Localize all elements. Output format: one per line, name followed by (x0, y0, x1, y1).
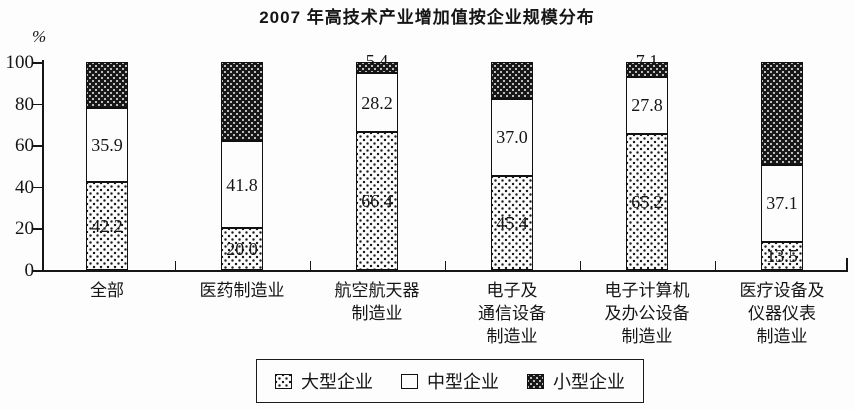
category-label-line: 制造业 (351, 304, 403, 323)
y-tick-label: 80 (15, 93, 34, 115)
legend-swatch-light-dots (275, 373, 292, 389)
category-label: 医疗设备及仪器仪表制造业 (712, 279, 852, 348)
bar-segment-dark-dots (761, 62, 803, 165)
legend-label: 中型企业 (427, 372, 499, 392)
bar-segment-white: 41.8 (221, 141, 263, 229)
category-label: 电子及通信设备制造业 (442, 279, 582, 348)
category-label: 全部 (37, 279, 177, 302)
x-tick-mark (714, 261, 716, 270)
y-tick-mark (33, 62, 42, 64)
bar-segment-dark-dots (221, 62, 263, 142)
category-label-line: 通信设备 (478, 304, 546, 323)
category-label-line: 及办公设备 (604, 304, 690, 323)
category-label-line: 仪器仪表 (748, 304, 816, 323)
category-label-line: 制造业 (486, 327, 538, 346)
category-label-line: 航空航天器 (334, 281, 420, 300)
segment-value-label: 20.0 (226, 239, 258, 260)
segment-value-label: 35.9 (91, 134, 123, 155)
legend-label: 大型企业 (301, 372, 373, 392)
segment-value-label: 45.4 (496, 212, 528, 233)
bar-segment-light-dots: 65.2 (626, 134, 668, 270)
bar-segment-light-dots: 13.5 (761, 241, 803, 270)
x-tick-mark (174, 261, 176, 270)
bar-segment-light-dots: 45.4 (491, 175, 533, 270)
bar-segment-white: 35.9 (86, 107, 128, 183)
y-axis-unit-label: % (32, 27, 47, 46)
bar-segment-white: 28.2 (356, 73, 398, 132)
category-label: 电子计算机及办公设备制造业 (577, 279, 717, 348)
y-axis (42, 60, 44, 270)
category-label-line: 电子计算机 (604, 281, 690, 300)
category-label-line: 医药制造业 (199, 281, 285, 300)
category-label-line: 制造业 (756, 327, 808, 346)
y-tick-label: 20 (15, 218, 34, 240)
bar-segment-light-dots: 66.4 (356, 131, 398, 270)
segment-value-label: 37.1 (766, 193, 798, 214)
legend-item-light-dots: 大型企业 (275, 368, 373, 394)
segment-value-label: 66.4 (361, 190, 393, 211)
category-label-line: 全部 (90, 281, 124, 300)
y-tick-mark (33, 103, 42, 106)
segment-value-label: 42.2 (91, 216, 123, 237)
y-tick-mark (33, 270, 42, 272)
x-axis (42, 270, 848, 272)
category-label-line: 电子及 (486, 281, 538, 300)
category-label-line: 制造业 (621, 327, 673, 346)
y-tick-mark (33, 228, 42, 230)
x-tick-mark (309, 261, 311, 270)
segment-value-label: 65.2 (631, 192, 663, 213)
segment-value-label: 28.2 (361, 92, 393, 113)
chart-title: 2007 年高技术产业增加值按企业规模分布 (259, 8, 595, 27)
legend-item-white: 中型企业 (401, 368, 499, 394)
y-tick-mark (33, 145, 42, 147)
bar-segment-white: 37.1 (761, 164, 803, 242)
legend-swatch-dark-dots (527, 373, 544, 389)
segment-value-label: 41.8 (226, 174, 258, 195)
segment-value-label: 27.8 (631, 95, 663, 116)
y-tick-label: 100 (5, 52, 35, 73)
y-tick-label: 40 (15, 176, 34, 198)
bar-segment-white: 27.8 (626, 76, 668, 135)
legend: 大型企业 中型企业 小型企业 (256, 359, 644, 403)
category-label-line: 医疗设备及 (739, 281, 825, 300)
y-tick-label: 60 (15, 135, 34, 157)
bar-segment-dark-dots (356, 62, 398, 74)
x-tick-mark (846, 258, 848, 270)
segment-value-label: 37.0 (496, 127, 528, 148)
bar-segment-light-dots: 42.2 (86, 182, 128, 270)
bar-segment-dark-dots (86, 62, 128, 108)
legend-label: 小型企业 (553, 372, 625, 392)
segment-value-label: 13.5 (766, 245, 798, 266)
category-label: 医药制造业 (172, 279, 312, 302)
bar-segment-white: 37.0 (491, 98, 533, 176)
bar-segment-light-dots: 20.0 (221, 228, 263, 270)
y-tick-label: 0 (24, 260, 35, 281)
bar-segment-dark-dots (626, 61, 668, 77)
legend-item-dark-dots: 小型企业 (527, 368, 625, 394)
x-tick-mark (444, 261, 446, 270)
legend-swatch-white (401, 373, 418, 389)
category-label: 航空航天器 制造业 (307, 279, 447, 325)
bar-segment-dark-dots (491, 62, 533, 99)
y-tick-mark (33, 186, 42, 189)
x-tick-mark (579, 261, 581, 270)
